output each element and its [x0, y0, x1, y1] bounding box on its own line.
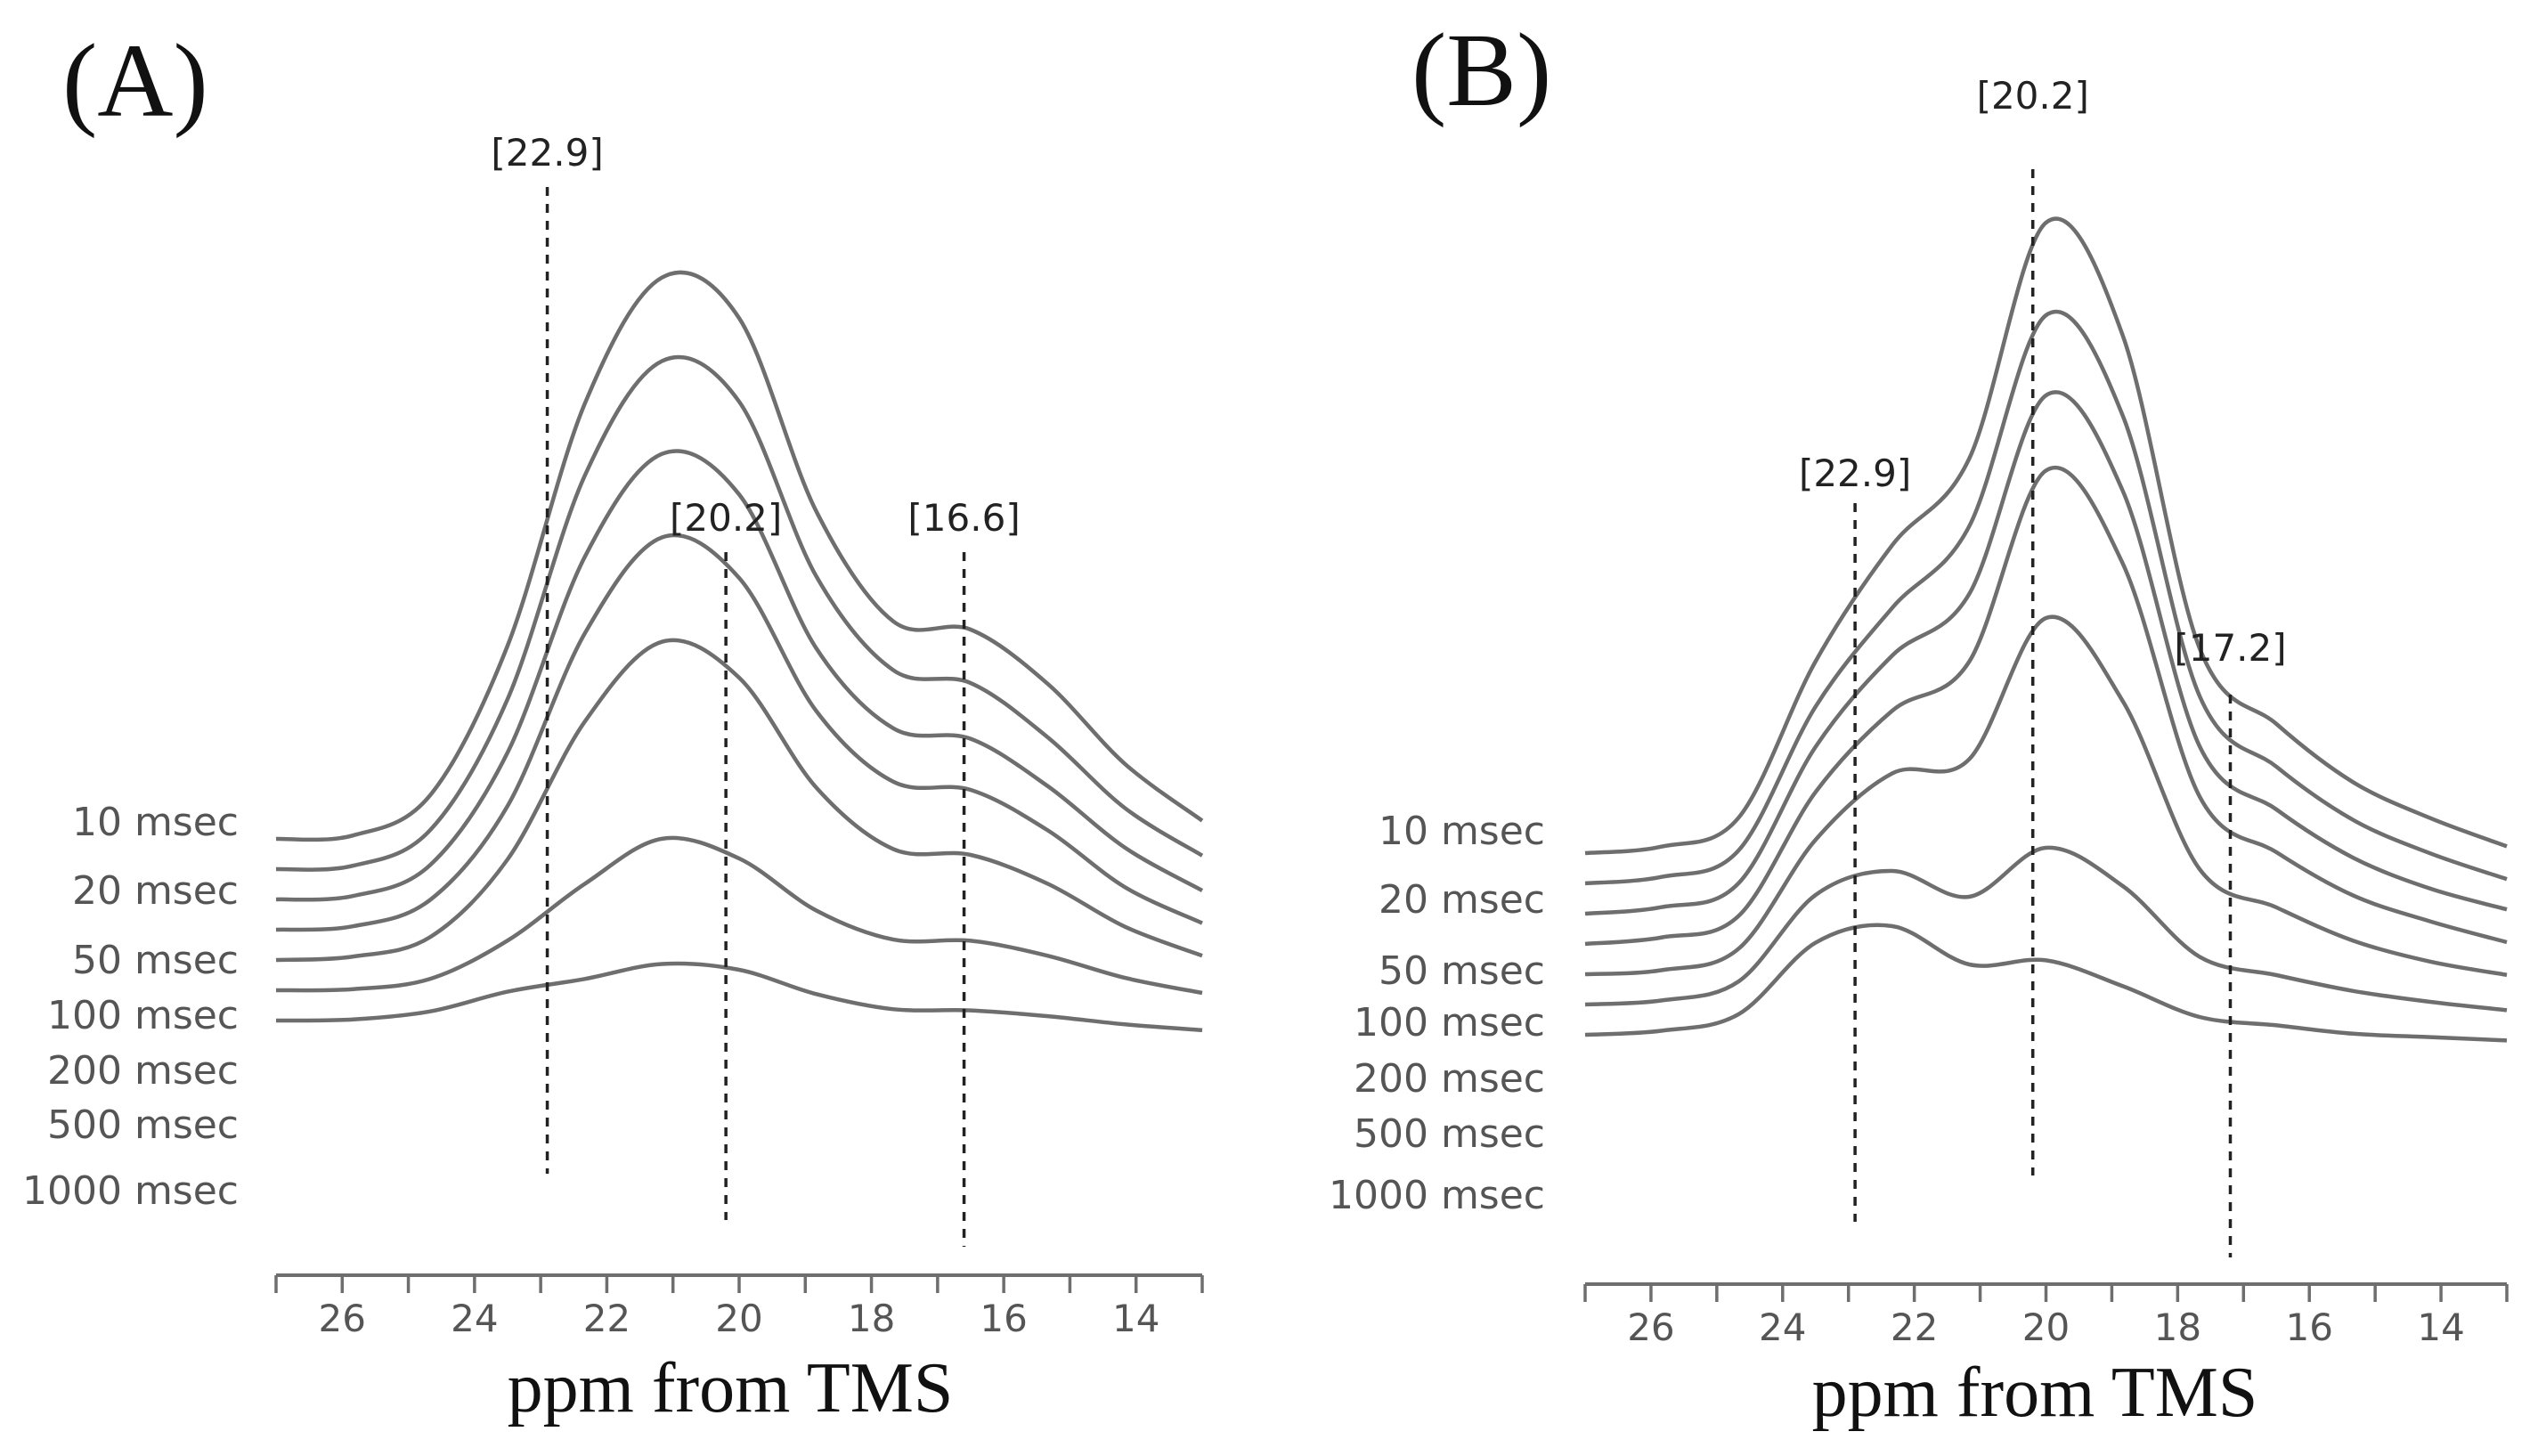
x-tick-label: 26	[1627, 1306, 1674, 1349]
series-label: 200 msec	[1354, 1056, 1545, 1102]
panel-label: (B)	[1411, 12, 1551, 128]
x-tick-label: 22	[583, 1297, 630, 1340]
spectrum-trace	[1584, 465, 2508, 947]
spectrum-trace	[275, 270, 1204, 842]
x-tick-label: 16	[2285, 1306, 2332, 1349]
x-tick-label: 26	[319, 1297, 366, 1340]
peak-marker-label: [16.6]	[907, 496, 1020, 540]
spectrum-trace	[1584, 390, 2508, 916]
peak-marker-label: [22.9]	[491, 131, 603, 175]
spectrum-trace	[275, 449, 1204, 902]
spectrum-trace	[1584, 614, 2508, 978]
series-label: 50 msec	[72, 938, 239, 983]
x-tick-label: 16	[980, 1297, 1027, 1340]
series-label: 10 msec	[72, 800, 239, 845]
panel-label: (A)	[62, 22, 208, 139]
series-label: 500 msec	[47, 1102, 239, 1148]
series-label: 10 msec	[1379, 809, 1545, 854]
peak-marker-label: [20.2]	[670, 496, 782, 540]
x-tick-label: 18	[2154, 1306, 2201, 1349]
series-label: 20 msec	[1379, 877, 1545, 923]
panel-b: (B) ppm from TMS 26 24 22 20 18 16 14 10 msec 20…	[1329, 12, 2509, 1432]
peak-marker-label: [20.2]	[1977, 74, 2089, 118]
spectrum-trace	[1584, 216, 2508, 856]
series-label: 100 msec	[47, 993, 239, 1038]
spectrum-trace	[275, 638, 1203, 963]
x-tick-label: 24	[1759, 1306, 1806, 1349]
series-label: 100 msec	[1354, 1000, 1545, 1045]
spectrum-trace	[275, 533, 1203, 932]
spectrum-trace	[1584, 845, 2508, 1013]
series-label: 1000 msec	[1329, 1173, 1545, 1218]
x-tick-label: 22	[1891, 1306, 1938, 1349]
x-tick-label: 14	[2417, 1306, 2464, 1349]
x-axis-title: ppm from TMS	[508, 1349, 954, 1428]
spectrum-trace	[275, 961, 1203, 1033]
panel-a: (A) ppm from TMS 26 24 22 20 18 16 14 10 msec 20…	[22, 22, 1204, 1428]
x-tick-label: 20	[715, 1297, 762, 1340]
spectrum-trace	[275, 354, 1204, 872]
x-tick-label: 18	[848, 1297, 895, 1340]
spectrum-trace	[1584, 923, 2508, 1043]
x-tick-label: 14	[1112, 1297, 1159, 1340]
spectrum-trace	[275, 835, 1203, 996]
x-tick-label: 24	[451, 1297, 498, 1340]
series-label: 500 msec	[1354, 1111, 1545, 1157]
series-label: 20 msec	[72, 868, 239, 914]
peak-marker-label: [22.9]	[1799, 451, 1911, 495]
series-label: 50 msec	[1379, 948, 1545, 994]
series-label: 1000 msec	[22, 1168, 239, 1214]
spectrum-trace	[1584, 309, 2508, 886]
peak-marker-label: [17.2]	[2174, 626, 2286, 670]
x-tick-label: 20	[2022, 1306, 2070, 1349]
x-axis-title: ppm from TMS	[1812, 1354, 2258, 1432]
series-label: 200 msec	[47, 1048, 239, 1094]
